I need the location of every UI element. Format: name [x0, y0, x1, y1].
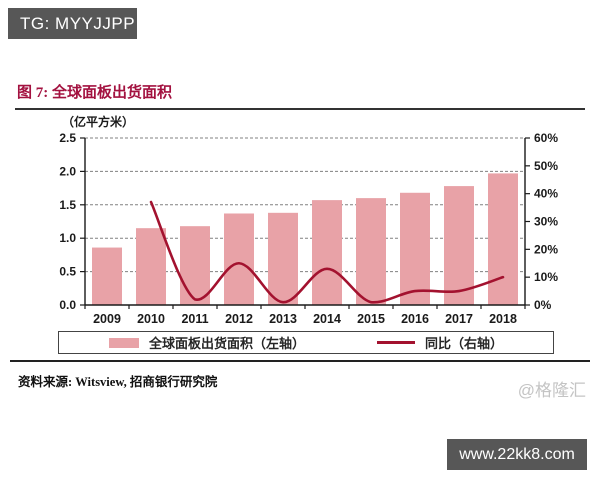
- bar-2014: [312, 200, 342, 305]
- bar-2010: [136, 228, 166, 305]
- bar-2011: [180, 226, 210, 305]
- telegram-badge: TG: MYYJJPP: [8, 8, 137, 39]
- bar-2018: [488, 173, 518, 305]
- year-label: 2015: [357, 312, 385, 326]
- right-tick-label: 0%: [534, 298, 552, 312]
- year-label: 2014: [313, 312, 341, 326]
- right-tick-label: 20%: [534, 242, 558, 256]
- legend-line-swatch: [377, 341, 415, 344]
- left-tick-label: 0.0: [59, 298, 76, 312]
- source-note: 资料来源: Witsview, 招商银行研究院: [18, 375, 218, 389]
- left-tick-label: 2.5: [59, 131, 76, 145]
- year-label: 2009: [93, 312, 121, 326]
- figure-bottom-divider: [10, 360, 590, 362]
- legend-bar-label: 全球面板出货面积（左轴）: [148, 336, 305, 351]
- year-label: 2011: [181, 312, 208, 326]
- year-label: 2012: [225, 312, 253, 326]
- chart-legend: 全球面板出货面积（左轴） 同比（右轴）: [58, 331, 554, 354]
- bar-2017: [444, 186, 474, 305]
- figure-title: 图 7: 全球面板出货面积: [17, 85, 172, 101]
- bar-2012: [224, 213, 254, 305]
- right-tick-label: 30%: [534, 215, 558, 229]
- site-badge: www.22kk8.com: [447, 439, 587, 470]
- right-tick-label: 10%: [534, 270, 558, 284]
- left-tick-label: 1.5: [59, 198, 76, 212]
- year-label: 2017: [445, 312, 473, 326]
- legend-line-label: 同比（右轴）: [425, 336, 504, 351]
- legend-bar-swatch: [108, 337, 139, 348]
- bar-2013: [268, 212, 298, 305]
- watermark: @格隆汇: [517, 381, 586, 400]
- title-divider: [15, 108, 585, 110]
- right-tick-label: 40%: [534, 187, 558, 201]
- left-axis-unit-label: （亿平方米）: [62, 114, 134, 129]
- left-tick-label: 1.0: [59, 231, 76, 245]
- yoy-line: [149, 200, 505, 304]
- right-tick-label: 60%: [534, 131, 558, 145]
- bar-2009: [92, 247, 122, 305]
- year-label: 2018: [489, 312, 517, 326]
- bar-2016: [400, 192, 430, 305]
- year-label: 2013: [269, 312, 297, 326]
- right-tick-label: 50%: [534, 159, 558, 173]
- left-tick-label: 2.0: [59, 164, 76, 178]
- year-label: 2016: [401, 312, 429, 326]
- chart-canvas: 0.0 0.5 1.0 1.5 2.0 2.5 0% 10% 20% 30% 40% 50% 60% 20…: [59, 114, 558, 326]
- year-label: 2010: [137, 312, 165, 326]
- bar-2015: [356, 198, 386, 305]
- left-tick-label: 0.5: [59, 265, 76, 279]
